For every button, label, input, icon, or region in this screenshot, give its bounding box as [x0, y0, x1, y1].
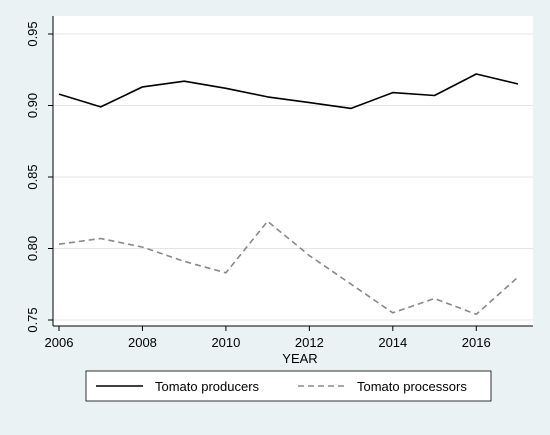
series-line-1	[58, 220, 519, 316]
x-tick-label: 2016	[462, 335, 491, 350]
y-tick-label: 0.85	[25, 164, 40, 189]
series-lines	[58, 73, 519, 316]
series-line-0	[58, 73, 519, 110]
legend-label-processors: Tomato processors	[357, 379, 467, 394]
legend-box	[85, 370, 492, 402]
y-axis: 0.75 0.80 0.85 0.90 0.95	[25, 16, 54, 333]
y-tick-label: 0.80	[25, 236, 40, 261]
y-tick-label: 0.90	[25, 93, 40, 118]
x-tick-label: 2014	[378, 335, 407, 350]
x-tick-label: 2010	[211, 335, 240, 350]
grid-lines	[53, 33, 533, 321]
plot-background	[53, 16, 533, 326]
legend: Tomato producers Tomato processors	[85, 370, 492, 402]
x-axis-title: YEAR	[282, 351, 317, 366]
x-axis: 2006 2008 2010 2012 2014 2016	[45, 325, 533, 350]
x-tick-label: 2006	[45, 335, 74, 350]
x-tick-label: 2012	[295, 335, 324, 350]
y-tick-label: 0.75	[25, 307, 40, 332]
legend-label-producers: Tomato producers	[155, 379, 260, 394]
y-tick-label: 0.95	[25, 21, 40, 46]
x-tick-label: 2008	[128, 335, 157, 350]
